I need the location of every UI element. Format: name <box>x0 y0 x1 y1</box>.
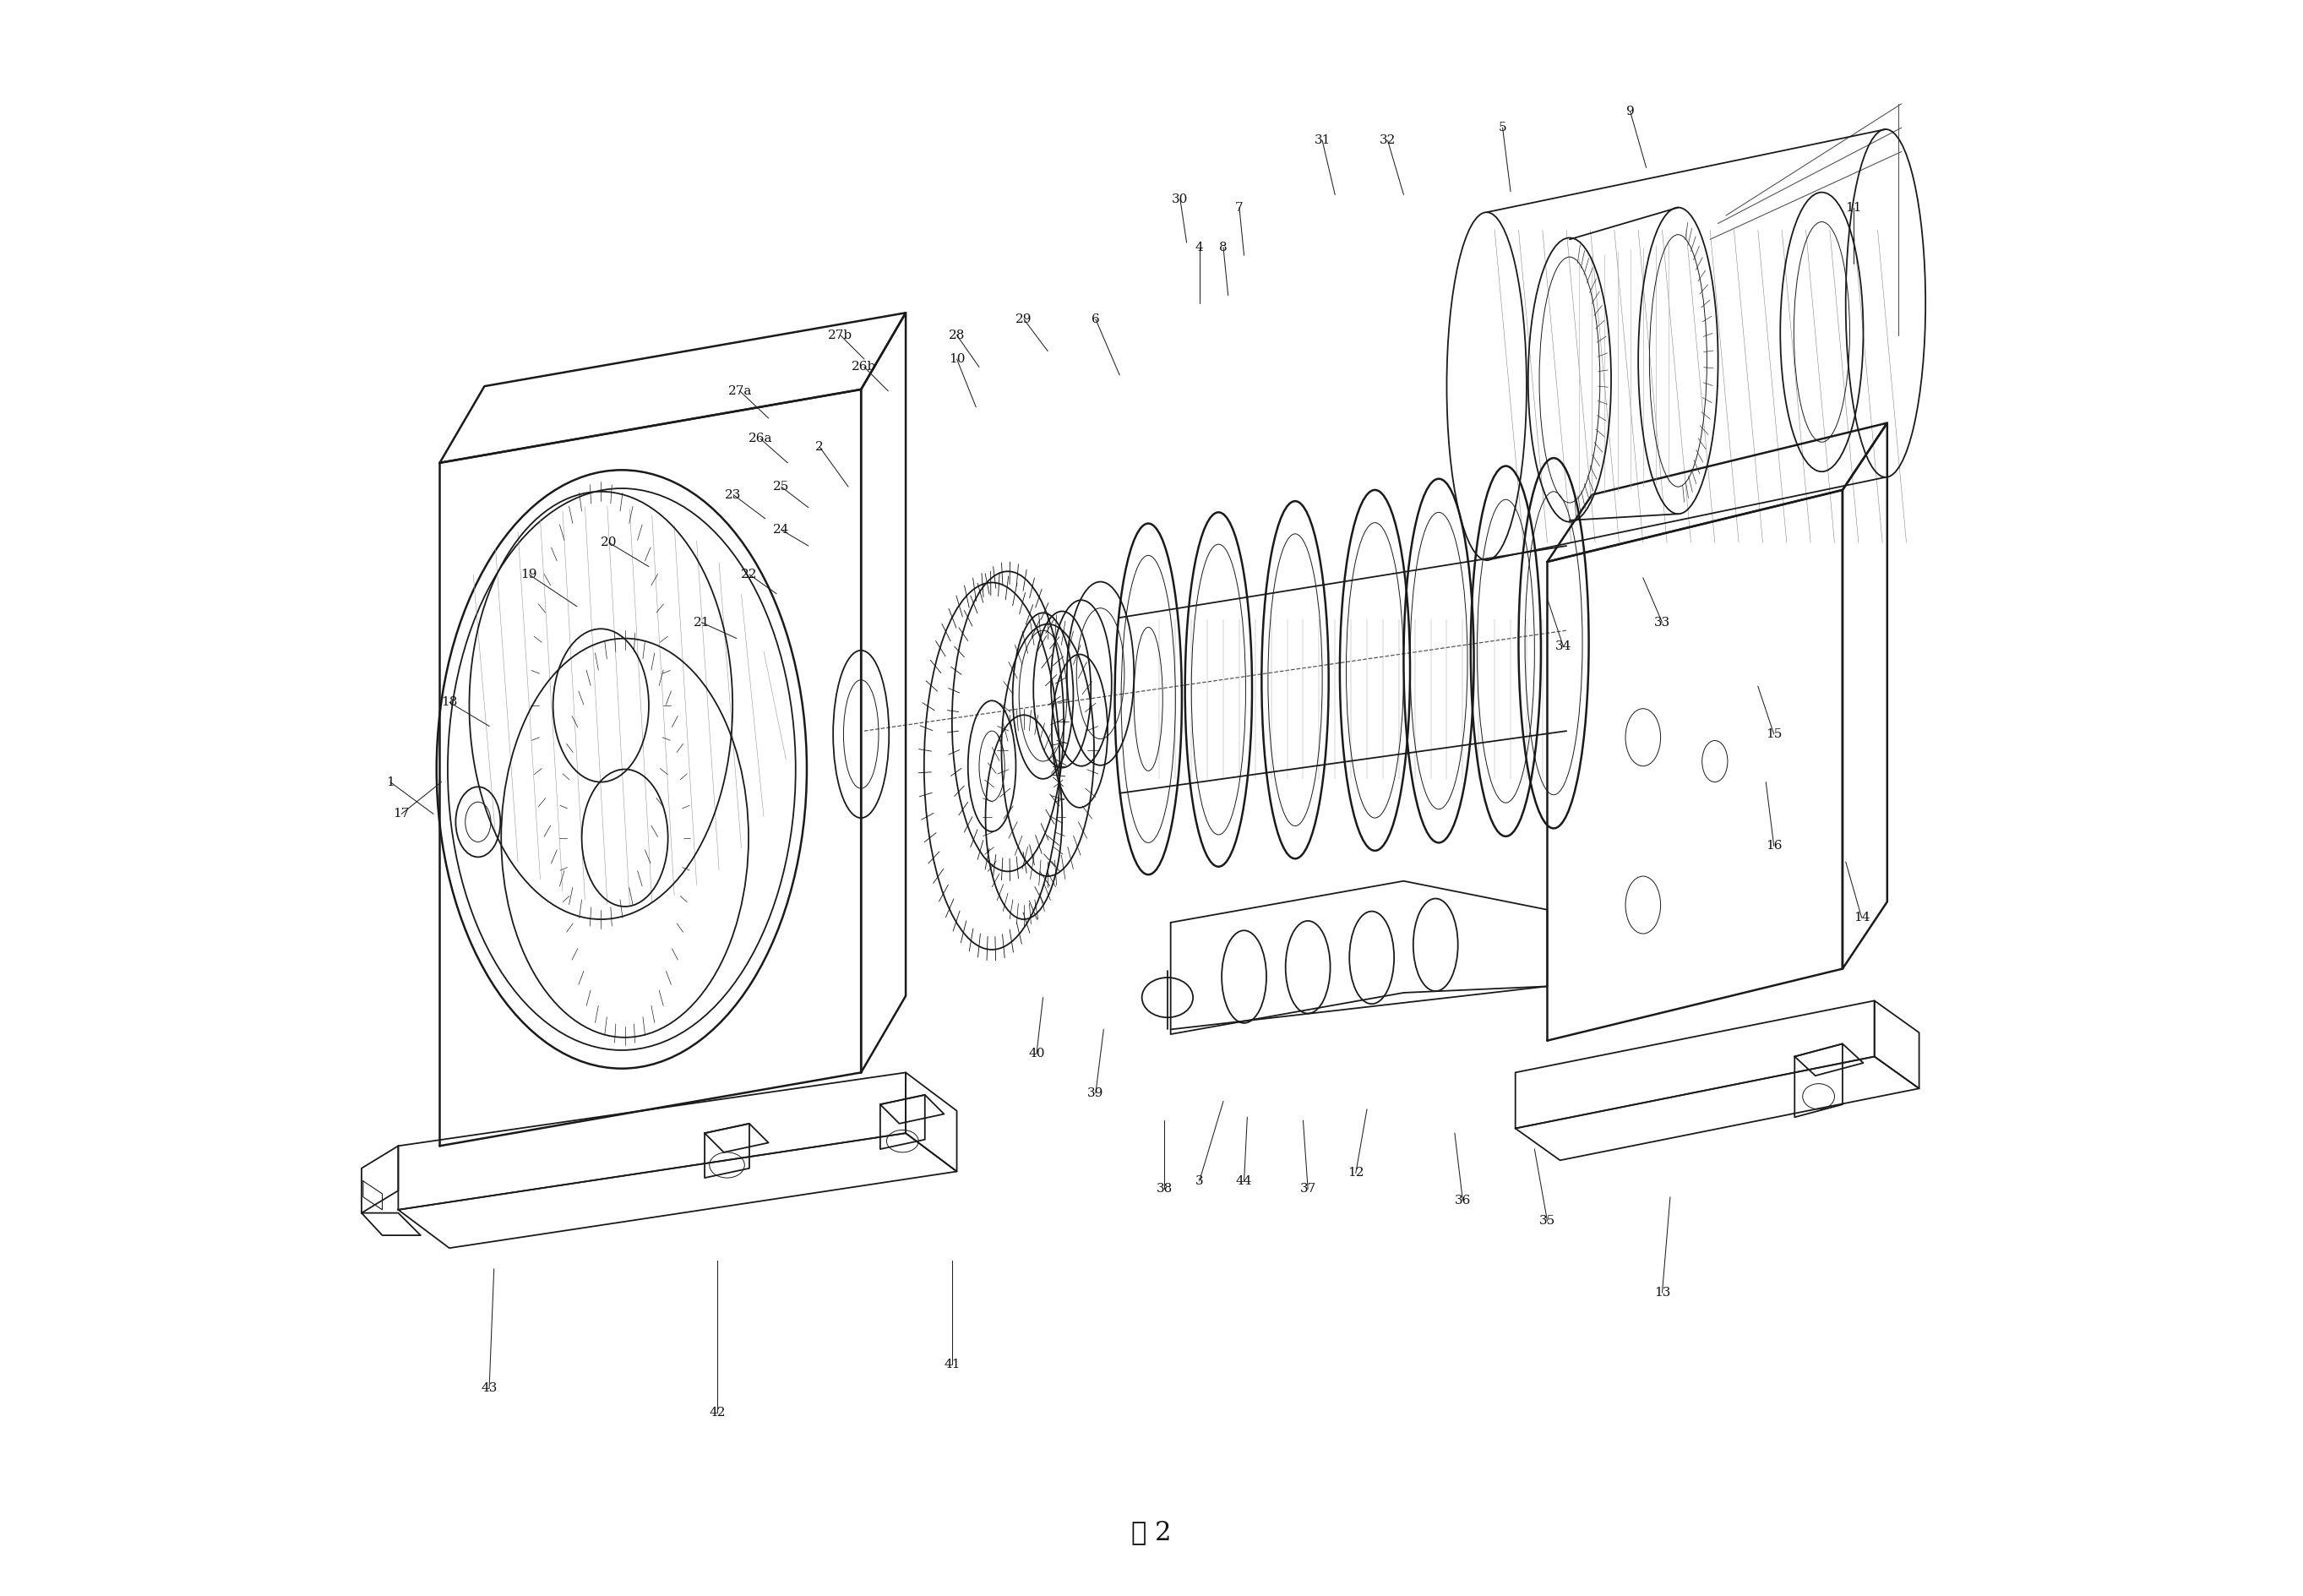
Text: 25: 25 <box>774 480 790 493</box>
Text: 图 2: 图 2 <box>1131 1519 1172 1545</box>
Text: 20: 20 <box>601 536 617 549</box>
Text: 7: 7 <box>1234 201 1244 214</box>
Text: 23: 23 <box>725 488 742 501</box>
Text: 10: 10 <box>949 353 965 365</box>
Text: 29: 29 <box>1016 313 1032 326</box>
Text: 6: 6 <box>1092 313 1101 326</box>
Text: 44: 44 <box>1237 1175 1253 1187</box>
Text: 35: 35 <box>1538 1215 1555 1227</box>
Text: 15: 15 <box>1766 728 1783 741</box>
Text: 27b: 27b <box>829 329 852 342</box>
Text: 38: 38 <box>1156 1183 1172 1195</box>
Text: 40: 40 <box>1029 1047 1046 1060</box>
Text: 18: 18 <box>442 696 458 709</box>
Text: 42: 42 <box>709 1406 725 1419</box>
Text: 16: 16 <box>1766 839 1783 852</box>
Text: 33: 33 <box>1654 616 1670 629</box>
Text: 21: 21 <box>693 616 709 629</box>
Text: 32: 32 <box>1379 134 1396 147</box>
Text: 26a: 26a <box>748 433 772 445</box>
Text: 12: 12 <box>1347 1167 1363 1179</box>
Text: 24: 24 <box>774 523 790 536</box>
Text: 5: 5 <box>1499 121 1506 134</box>
Text: 17: 17 <box>394 808 410 820</box>
Text: 27a: 27a <box>728 385 751 397</box>
Text: 34: 34 <box>1555 640 1571 653</box>
Text: 19: 19 <box>520 568 537 581</box>
Text: 41: 41 <box>944 1358 960 1371</box>
Text: 36: 36 <box>1455 1194 1472 1207</box>
Text: 30: 30 <box>1172 193 1188 206</box>
Text: 37: 37 <box>1299 1183 1315 1195</box>
Text: 3: 3 <box>1195 1175 1204 1187</box>
Text: 22: 22 <box>742 568 758 581</box>
Text: 9: 9 <box>1626 105 1635 118</box>
Text: 8: 8 <box>1218 241 1227 254</box>
Text: 28: 28 <box>949 329 965 342</box>
Text: 26b: 26b <box>852 361 877 373</box>
Text: 14: 14 <box>1854 911 1870 924</box>
Text: 43: 43 <box>481 1382 497 1395</box>
Text: 31: 31 <box>1315 134 1331 147</box>
Text: 1: 1 <box>387 776 394 788</box>
Text: 13: 13 <box>1654 1286 1670 1299</box>
Text: 39: 39 <box>1087 1087 1103 1100</box>
Text: 4: 4 <box>1195 241 1204 254</box>
Text: 2: 2 <box>815 440 824 453</box>
Text: 11: 11 <box>1845 201 1861 214</box>
